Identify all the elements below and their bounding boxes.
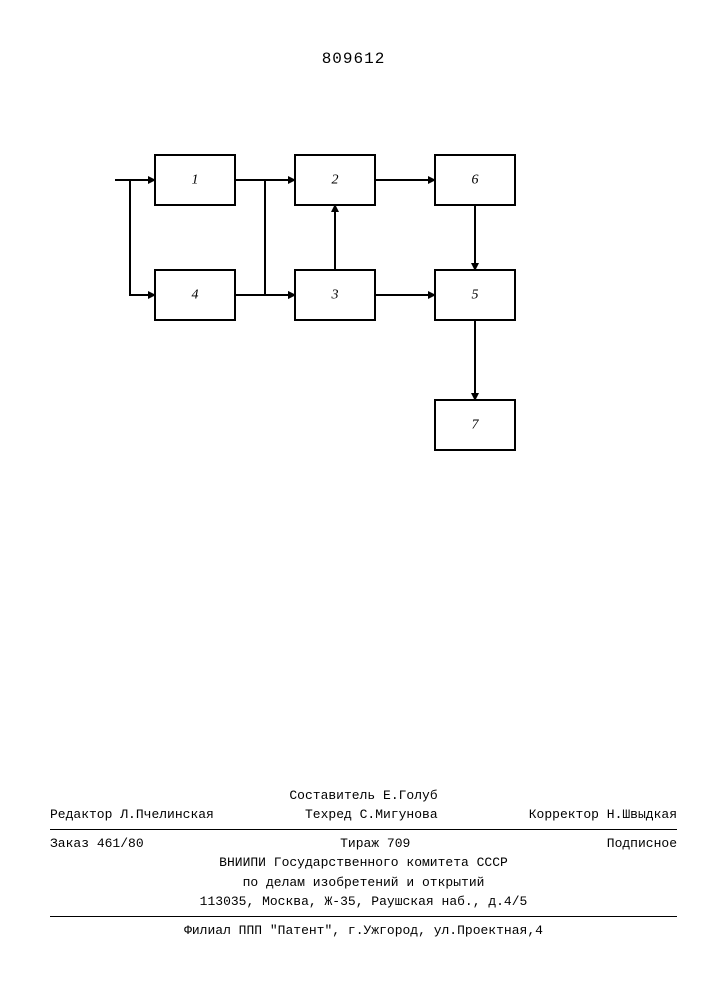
block-label-4: 4 xyxy=(192,288,199,303)
block-label-7: 7 xyxy=(472,418,480,433)
block-diagram: 1 2 6 4 3 5 7 xyxy=(0,0,707,500)
block-label-2: 2 xyxy=(332,173,339,188)
block-label-1: 1 xyxy=(192,173,199,188)
org-line2: по делам изобретений и открытий xyxy=(50,873,677,893)
separator xyxy=(50,916,677,917)
compiler-label: Составитель xyxy=(289,788,375,803)
block-label-5: 5 xyxy=(472,288,479,303)
address2: Филиал ППП "Патент", г.Ужгород, ул.Проек… xyxy=(50,921,677,941)
address1: 113035, Москва, Ж-35, Раушская наб., д.4… xyxy=(50,892,677,912)
editor-label: Редактор xyxy=(50,807,112,822)
edge xyxy=(265,180,295,295)
circulation-value: 709 xyxy=(387,836,410,851)
org-line1: ВНИИПИ Государственного комитета СССР xyxy=(50,853,677,873)
block-label-3: 3 xyxy=(331,288,339,303)
corrector-label: Корректор xyxy=(529,807,599,822)
corrector-name: Н.Швыдкая xyxy=(607,807,677,822)
order-label: Заказ xyxy=(50,836,89,851)
tech-name: С.Мигунова xyxy=(360,807,438,822)
order-value: 461/80 xyxy=(97,836,144,851)
separator xyxy=(50,829,677,830)
subscription: Подписное xyxy=(607,834,677,854)
tech-label: Техред xyxy=(305,807,352,822)
edge xyxy=(130,180,155,295)
block-label-6: 6 xyxy=(472,173,479,188)
footer-block: Составитель Е.Голуб Редактор Л.Пчелинска… xyxy=(50,786,677,941)
editor-name: Л.Пчелинская xyxy=(120,807,214,822)
compiler-name: Е.Голуб xyxy=(383,788,438,803)
circulation-label: Тираж xyxy=(340,836,379,851)
